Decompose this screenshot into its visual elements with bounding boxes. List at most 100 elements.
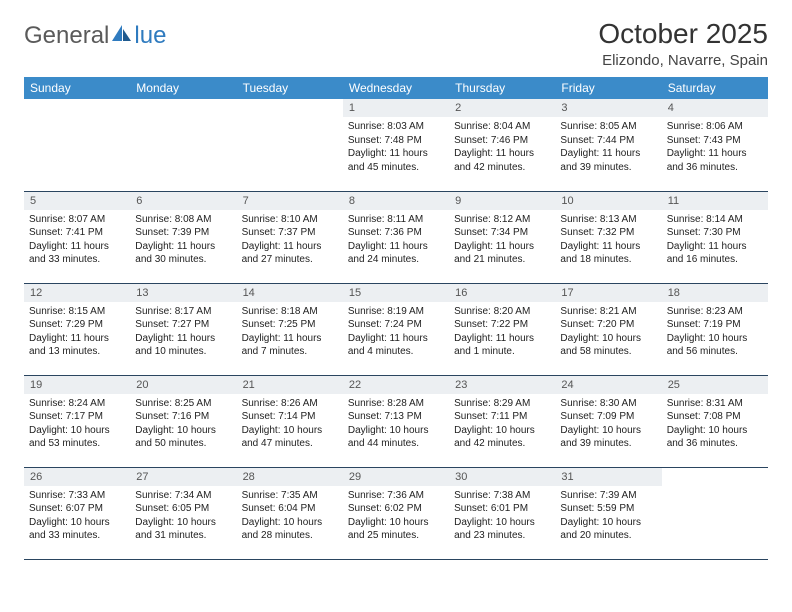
day-number: 18: [662, 284, 768, 302]
page-title: October 2025: [598, 18, 768, 50]
calendar-day: 11Sunrise: 8:14 AMSunset: 7:30 PMDayligh…: [662, 191, 768, 283]
day-details: Sunrise: 8:19 AMSunset: 7:24 PMDaylight:…: [343, 302, 449, 364]
day-number: 6: [130, 192, 236, 210]
calendar-day: 13Sunrise: 8:17 AMSunset: 7:27 PMDayligh…: [130, 283, 236, 375]
day-details: Sunrise: 8:23 AMSunset: 7:19 PMDaylight:…: [662, 302, 768, 364]
day-number: 13: [130, 284, 236, 302]
calendar-day: 26Sunrise: 7:33 AMSunset: 6:07 PMDayligh…: [24, 467, 130, 559]
calendar-day: 17Sunrise: 8:21 AMSunset: 7:20 PMDayligh…: [555, 283, 661, 375]
calendar-day: 8Sunrise: 8:11 AMSunset: 7:36 PMDaylight…: [343, 191, 449, 283]
calendar-week: 26Sunrise: 7:33 AMSunset: 6:07 PMDayligh…: [24, 467, 768, 559]
day-header: Sunday: [24, 77, 130, 99]
day-details: Sunrise: 8:28 AMSunset: 7:13 PMDaylight:…: [343, 394, 449, 456]
calendar-day: 20Sunrise: 8:25 AMSunset: 7:16 PMDayligh…: [130, 375, 236, 467]
calendar-day: 7Sunrise: 8:10 AMSunset: 7:37 PMDaylight…: [237, 191, 343, 283]
day-number: 5: [24, 192, 130, 210]
day-details: Sunrise: 8:17 AMSunset: 7:27 PMDaylight:…: [130, 302, 236, 364]
day-header: Thursday: [449, 77, 555, 99]
day-details: Sunrise: 8:26 AMSunset: 7:14 PMDaylight:…: [237, 394, 343, 456]
day-number: 16: [449, 284, 555, 302]
calendar-head: SundayMondayTuesdayWednesdayThursdayFrid…: [24, 77, 768, 99]
day-details: Sunrise: 7:36 AMSunset: 6:02 PMDaylight:…: [343, 486, 449, 548]
day-number: 7: [237, 192, 343, 210]
day-number: 30: [449, 468, 555, 486]
day-number: 4: [662, 99, 768, 117]
day-number: 31: [555, 468, 661, 486]
day-details: Sunrise: 8:31 AMSunset: 7:08 PMDaylight:…: [662, 394, 768, 456]
header: General lue October 2025 Elizondo, Navar…: [24, 18, 768, 69]
day-number: 28: [237, 468, 343, 486]
day-details: Sunrise: 7:39 AMSunset: 5:59 PMDaylight:…: [555, 486, 661, 548]
day-number: 23: [449, 376, 555, 394]
calendar-day: 4Sunrise: 8:06 AMSunset: 7:43 PMDaylight…: [662, 99, 768, 191]
calendar-day: 16Sunrise: 8:20 AMSunset: 7:22 PMDayligh…: [449, 283, 555, 375]
day-details: Sunrise: 8:20 AMSunset: 7:22 PMDaylight:…: [449, 302, 555, 364]
day-details: Sunrise: 8:18 AMSunset: 7:25 PMDaylight:…: [237, 302, 343, 364]
calendar-day: [130, 99, 236, 191]
page-subtitle: Elizondo, Navarre, Spain: [598, 52, 768, 69]
day-number: 20: [130, 376, 236, 394]
day-number: 19: [24, 376, 130, 394]
calendar-day: 1Sunrise: 8:03 AMSunset: 7:48 PMDaylight…: [343, 99, 449, 191]
day-number: 12: [24, 284, 130, 302]
day-details: Sunrise: 7:38 AMSunset: 6:01 PMDaylight:…: [449, 486, 555, 548]
calendar-day: 24Sunrise: 8:30 AMSunset: 7:09 PMDayligh…: [555, 375, 661, 467]
day-details: Sunrise: 8:10 AMSunset: 7:37 PMDaylight:…: [237, 210, 343, 272]
day-details: Sunrise: 8:14 AMSunset: 7:30 PMDaylight:…: [662, 210, 768, 272]
day-details: Sunrise: 8:15 AMSunset: 7:29 PMDaylight:…: [24, 302, 130, 364]
day-details: Sunrise: 8:08 AMSunset: 7:39 PMDaylight:…: [130, 210, 236, 272]
day-number: 29: [343, 468, 449, 486]
calendar-day: 31Sunrise: 7:39 AMSunset: 5:59 PMDayligh…: [555, 467, 661, 559]
day-number: 27: [130, 468, 236, 486]
calendar-day: 9Sunrise: 8:12 AMSunset: 7:34 PMDaylight…: [449, 191, 555, 283]
calendar-day: 25Sunrise: 8:31 AMSunset: 7:08 PMDayligh…: [662, 375, 768, 467]
day-details: Sunrise: 8:06 AMSunset: 7:43 PMDaylight:…: [662, 117, 768, 179]
calendar-day: [662, 467, 768, 559]
calendar-body: 1Sunrise: 8:03 AMSunset: 7:48 PMDaylight…: [24, 99, 768, 559]
calendar-day: 28Sunrise: 7:35 AMSunset: 6:04 PMDayligh…: [237, 467, 343, 559]
day-details: Sunrise: 8:04 AMSunset: 7:46 PMDaylight:…: [449, 117, 555, 179]
calendar-day: 19Sunrise: 8:24 AMSunset: 7:17 PMDayligh…: [24, 375, 130, 467]
calendar-day: [237, 99, 343, 191]
day-details: Sunrise: 8:11 AMSunset: 7:36 PMDaylight:…: [343, 210, 449, 272]
day-number: 3: [555, 99, 661, 117]
day-details: Sunrise: 8:21 AMSunset: 7:20 PMDaylight:…: [555, 302, 661, 364]
logo-sail-icon: [109, 22, 134, 50]
day-header: Saturday: [662, 77, 768, 99]
day-number: 26: [24, 468, 130, 486]
day-number: 15: [343, 284, 449, 302]
day-details: Sunrise: 8:30 AMSunset: 7:09 PMDaylight:…: [555, 394, 661, 456]
day-number: 22: [343, 376, 449, 394]
day-details: Sunrise: 7:34 AMSunset: 6:05 PMDaylight:…: [130, 486, 236, 548]
calendar-day: 18Sunrise: 8:23 AMSunset: 7:19 PMDayligh…: [662, 283, 768, 375]
calendar-table: SundayMondayTuesdayWednesdayThursdayFrid…: [24, 77, 768, 560]
calendar-day: 30Sunrise: 7:38 AMSunset: 6:01 PMDayligh…: [449, 467, 555, 559]
day-number: 24: [555, 376, 661, 394]
day-number: 11: [662, 192, 768, 210]
day-details: Sunrise: 8:05 AMSunset: 7:44 PMDaylight:…: [555, 117, 661, 179]
day-details: Sunrise: 8:03 AMSunset: 7:48 PMDaylight:…: [343, 117, 449, 179]
calendar-day: 12Sunrise: 8:15 AMSunset: 7:29 PMDayligh…: [24, 283, 130, 375]
calendar-week: 5Sunrise: 8:07 AMSunset: 7:41 PMDaylight…: [24, 191, 768, 283]
day-number: 2: [449, 99, 555, 117]
calendar-day: 3Sunrise: 8:05 AMSunset: 7:44 PMDaylight…: [555, 99, 661, 191]
logo-text-gray: General: [24, 22, 109, 50]
calendar-day: 10Sunrise: 8:13 AMSunset: 7:32 PMDayligh…: [555, 191, 661, 283]
day-header: Tuesday: [237, 77, 343, 99]
calendar-day: 15Sunrise: 8:19 AMSunset: 7:24 PMDayligh…: [343, 283, 449, 375]
day-details: Sunrise: 8:25 AMSunset: 7:16 PMDaylight:…: [130, 394, 236, 456]
calendar-week: 1Sunrise: 8:03 AMSunset: 7:48 PMDaylight…: [24, 99, 768, 191]
day-details: Sunrise: 8:29 AMSunset: 7:11 PMDaylight:…: [449, 394, 555, 456]
calendar-day: 27Sunrise: 7:34 AMSunset: 6:05 PMDayligh…: [130, 467, 236, 559]
title-block: October 2025 Elizondo, Navarre, Spain: [598, 18, 768, 69]
day-details: Sunrise: 8:12 AMSunset: 7:34 PMDaylight:…: [449, 210, 555, 272]
calendar-day: 5Sunrise: 8:07 AMSunset: 7:41 PMDaylight…: [24, 191, 130, 283]
calendar-day: 2Sunrise: 8:04 AMSunset: 7:46 PMDaylight…: [449, 99, 555, 191]
day-number: 14: [237, 284, 343, 302]
calendar-day: 21Sunrise: 8:26 AMSunset: 7:14 PMDayligh…: [237, 375, 343, 467]
day-details: Sunrise: 8:07 AMSunset: 7:41 PMDaylight:…: [24, 210, 130, 272]
day-header: Wednesday: [343, 77, 449, 99]
day-details: Sunrise: 7:33 AMSunset: 6:07 PMDaylight:…: [24, 486, 130, 548]
day-number: 8: [343, 192, 449, 210]
day-number: 10: [555, 192, 661, 210]
